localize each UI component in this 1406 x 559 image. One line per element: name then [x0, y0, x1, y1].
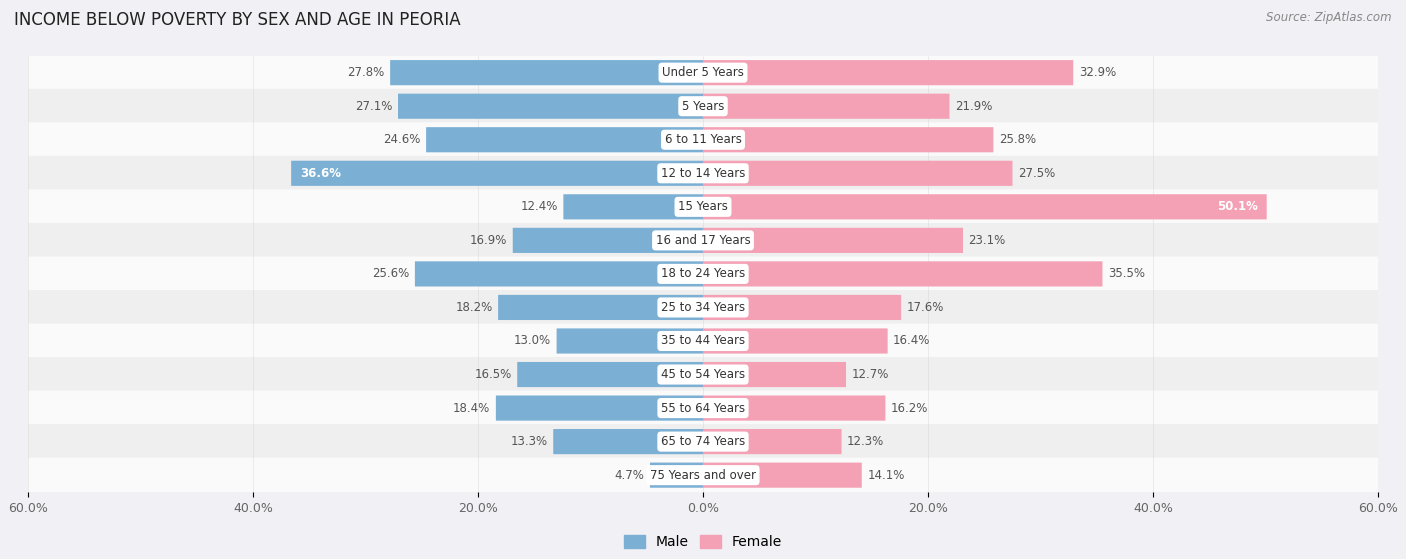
Text: 75 Years and over: 75 Years and over — [650, 468, 756, 482]
FancyBboxPatch shape — [517, 362, 703, 387]
FancyBboxPatch shape — [703, 261, 1102, 286]
Text: 12.7%: 12.7% — [852, 368, 889, 381]
Text: 6 to 11 Years: 6 to 11 Years — [665, 133, 741, 146]
FancyBboxPatch shape — [650, 463, 703, 487]
FancyBboxPatch shape — [28, 391, 1378, 425]
FancyBboxPatch shape — [28, 424, 1378, 459]
Text: 15 Years: 15 Years — [678, 200, 728, 214]
FancyBboxPatch shape — [703, 463, 862, 487]
Text: 21.9%: 21.9% — [955, 100, 993, 113]
FancyBboxPatch shape — [557, 328, 703, 354]
Text: 16.2%: 16.2% — [891, 401, 928, 415]
FancyBboxPatch shape — [28, 190, 1378, 224]
FancyBboxPatch shape — [28, 156, 1378, 191]
FancyBboxPatch shape — [564, 194, 703, 219]
Text: 18.2%: 18.2% — [456, 301, 492, 314]
Text: 5 Years: 5 Years — [682, 100, 724, 113]
Text: INCOME BELOW POVERTY BY SEX AND AGE IN PEORIA: INCOME BELOW POVERTY BY SEX AND AGE IN P… — [14, 11, 461, 29]
Text: 14.1%: 14.1% — [868, 468, 904, 482]
Text: 12.3%: 12.3% — [846, 435, 884, 448]
Text: 16.5%: 16.5% — [475, 368, 512, 381]
Text: 27.1%: 27.1% — [356, 100, 392, 113]
FancyBboxPatch shape — [498, 295, 703, 320]
Text: 16 and 17 Years: 16 and 17 Years — [655, 234, 751, 247]
FancyBboxPatch shape — [28, 89, 1378, 124]
Text: 4.7%: 4.7% — [614, 468, 644, 482]
FancyBboxPatch shape — [28, 122, 1378, 157]
Text: 27.5%: 27.5% — [1018, 167, 1054, 180]
Text: 25 to 34 Years: 25 to 34 Years — [661, 301, 745, 314]
Text: 25.6%: 25.6% — [373, 267, 409, 281]
Legend: Male, Female: Male, Female — [619, 529, 787, 555]
Text: 55 to 64 Years: 55 to 64 Years — [661, 401, 745, 415]
Text: 25.8%: 25.8% — [998, 133, 1036, 146]
Text: 13.3%: 13.3% — [510, 435, 548, 448]
FancyBboxPatch shape — [703, 429, 842, 454]
FancyBboxPatch shape — [703, 295, 901, 320]
Text: 16.4%: 16.4% — [893, 334, 931, 348]
Text: 17.6%: 17.6% — [907, 301, 943, 314]
Text: 45 to 54 Years: 45 to 54 Years — [661, 368, 745, 381]
Text: 36.6%: 36.6% — [301, 167, 342, 180]
Text: 35.5%: 35.5% — [1108, 267, 1144, 281]
Text: 13.0%: 13.0% — [515, 334, 551, 348]
FancyBboxPatch shape — [703, 362, 846, 387]
Text: 32.9%: 32.9% — [1078, 66, 1116, 79]
Text: Source: ZipAtlas.com: Source: ZipAtlas.com — [1267, 11, 1392, 24]
Text: 16.9%: 16.9% — [470, 234, 508, 247]
Text: 65 to 74 Years: 65 to 74 Years — [661, 435, 745, 448]
FancyBboxPatch shape — [415, 261, 703, 286]
Text: 18 to 24 Years: 18 to 24 Years — [661, 267, 745, 281]
Text: 12 to 14 Years: 12 to 14 Years — [661, 167, 745, 180]
FancyBboxPatch shape — [426, 127, 703, 152]
FancyBboxPatch shape — [28, 223, 1378, 258]
FancyBboxPatch shape — [28, 55, 1378, 90]
FancyBboxPatch shape — [398, 93, 703, 119]
Text: 12.4%: 12.4% — [520, 200, 558, 214]
FancyBboxPatch shape — [703, 161, 1012, 186]
FancyBboxPatch shape — [703, 328, 887, 354]
FancyBboxPatch shape — [28, 324, 1378, 358]
FancyBboxPatch shape — [703, 396, 886, 420]
Text: 35 to 44 Years: 35 to 44 Years — [661, 334, 745, 348]
FancyBboxPatch shape — [703, 93, 949, 119]
Text: 50.1%: 50.1% — [1216, 200, 1257, 214]
FancyBboxPatch shape — [703, 194, 1267, 219]
FancyBboxPatch shape — [553, 429, 703, 454]
Text: 27.8%: 27.8% — [347, 66, 385, 79]
Text: 18.4%: 18.4% — [453, 401, 491, 415]
FancyBboxPatch shape — [28, 458, 1378, 492]
FancyBboxPatch shape — [28, 257, 1378, 291]
FancyBboxPatch shape — [703, 127, 994, 152]
Text: 23.1%: 23.1% — [969, 234, 1005, 247]
FancyBboxPatch shape — [291, 161, 703, 186]
FancyBboxPatch shape — [28, 357, 1378, 392]
Text: 24.6%: 24.6% — [384, 133, 420, 146]
FancyBboxPatch shape — [703, 60, 1073, 85]
FancyBboxPatch shape — [28, 290, 1378, 325]
Text: Under 5 Years: Under 5 Years — [662, 66, 744, 79]
FancyBboxPatch shape — [513, 228, 703, 253]
FancyBboxPatch shape — [389, 60, 703, 85]
FancyBboxPatch shape — [496, 396, 703, 420]
FancyBboxPatch shape — [703, 228, 963, 253]
